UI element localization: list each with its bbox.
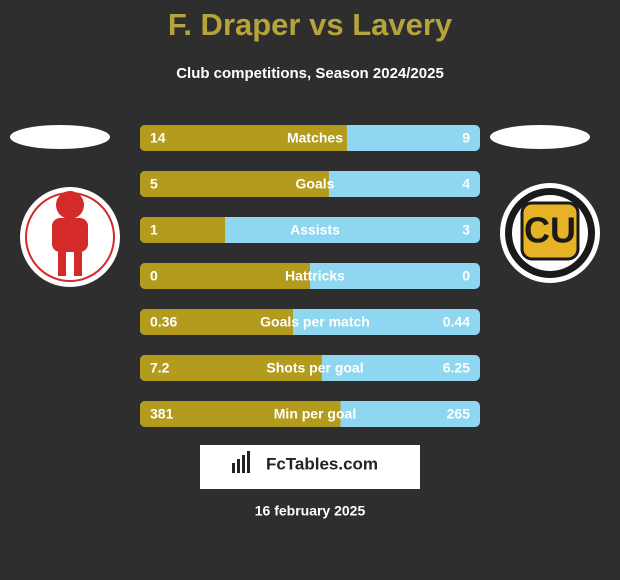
left-value: 7.2	[150, 360, 170, 376]
stat-label: Shots per goal	[266, 360, 363, 376]
right-value: 0	[462, 268, 470, 284]
stat-row	[140, 171, 480, 197]
brand: FcTables.com	[266, 454, 378, 473]
stat-row	[140, 125, 480, 151]
brand-box	[200, 445, 420, 489]
left-value: 0	[150, 268, 158, 284]
stat-row	[140, 217, 480, 243]
right-value: 265	[447, 406, 471, 422]
left-bar	[140, 217, 225, 243]
stat-row	[140, 263, 480, 289]
right-value: 6.25	[443, 360, 470, 376]
left-value: 381	[150, 406, 174, 422]
left-bar	[140, 401, 341, 427]
svg-text:CU: CU	[524, 210, 576, 251]
right-value: 0.44	[443, 314, 470, 330]
title: F. Draper vs Lavery	[168, 7, 453, 42]
stat-row	[140, 355, 480, 381]
brand-icon	[232, 451, 250, 473]
stat-label: Goals	[296, 176, 335, 192]
stat-label: Hattricks	[285, 268, 345, 284]
stat-row	[140, 401, 480, 427]
left-club-logo	[20, 187, 120, 287]
stat-label: Min per goal	[274, 406, 356, 422]
left-value: 0.36	[150, 314, 177, 330]
left-bar	[140, 309, 293, 335]
right-player-badge	[490, 125, 590, 149]
right-value: 9	[462, 130, 470, 146]
left-value: 14	[150, 130, 166, 146]
stat-label: Matches	[287, 130, 343, 146]
subtitle: Club competitions, Season 2024/2025	[176, 65, 444, 82]
left-bar	[140, 171, 329, 197]
left-bar	[140, 263, 310, 289]
left-player-badge	[10, 125, 110, 149]
stat-label: Assists	[290, 222, 340, 238]
right-value: 3	[462, 222, 470, 238]
stat-row	[140, 309, 480, 335]
left-bar	[140, 125, 347, 151]
left-value: 1	[150, 222, 158, 238]
right-value: 4	[462, 176, 470, 192]
stat-label: Goals per match	[260, 314, 370, 330]
left-bar	[140, 355, 323, 381]
date: 16 february 2025	[255, 503, 366, 519]
left-value: 5	[150, 176, 158, 192]
right-club-logo: CU	[500, 183, 600, 283]
